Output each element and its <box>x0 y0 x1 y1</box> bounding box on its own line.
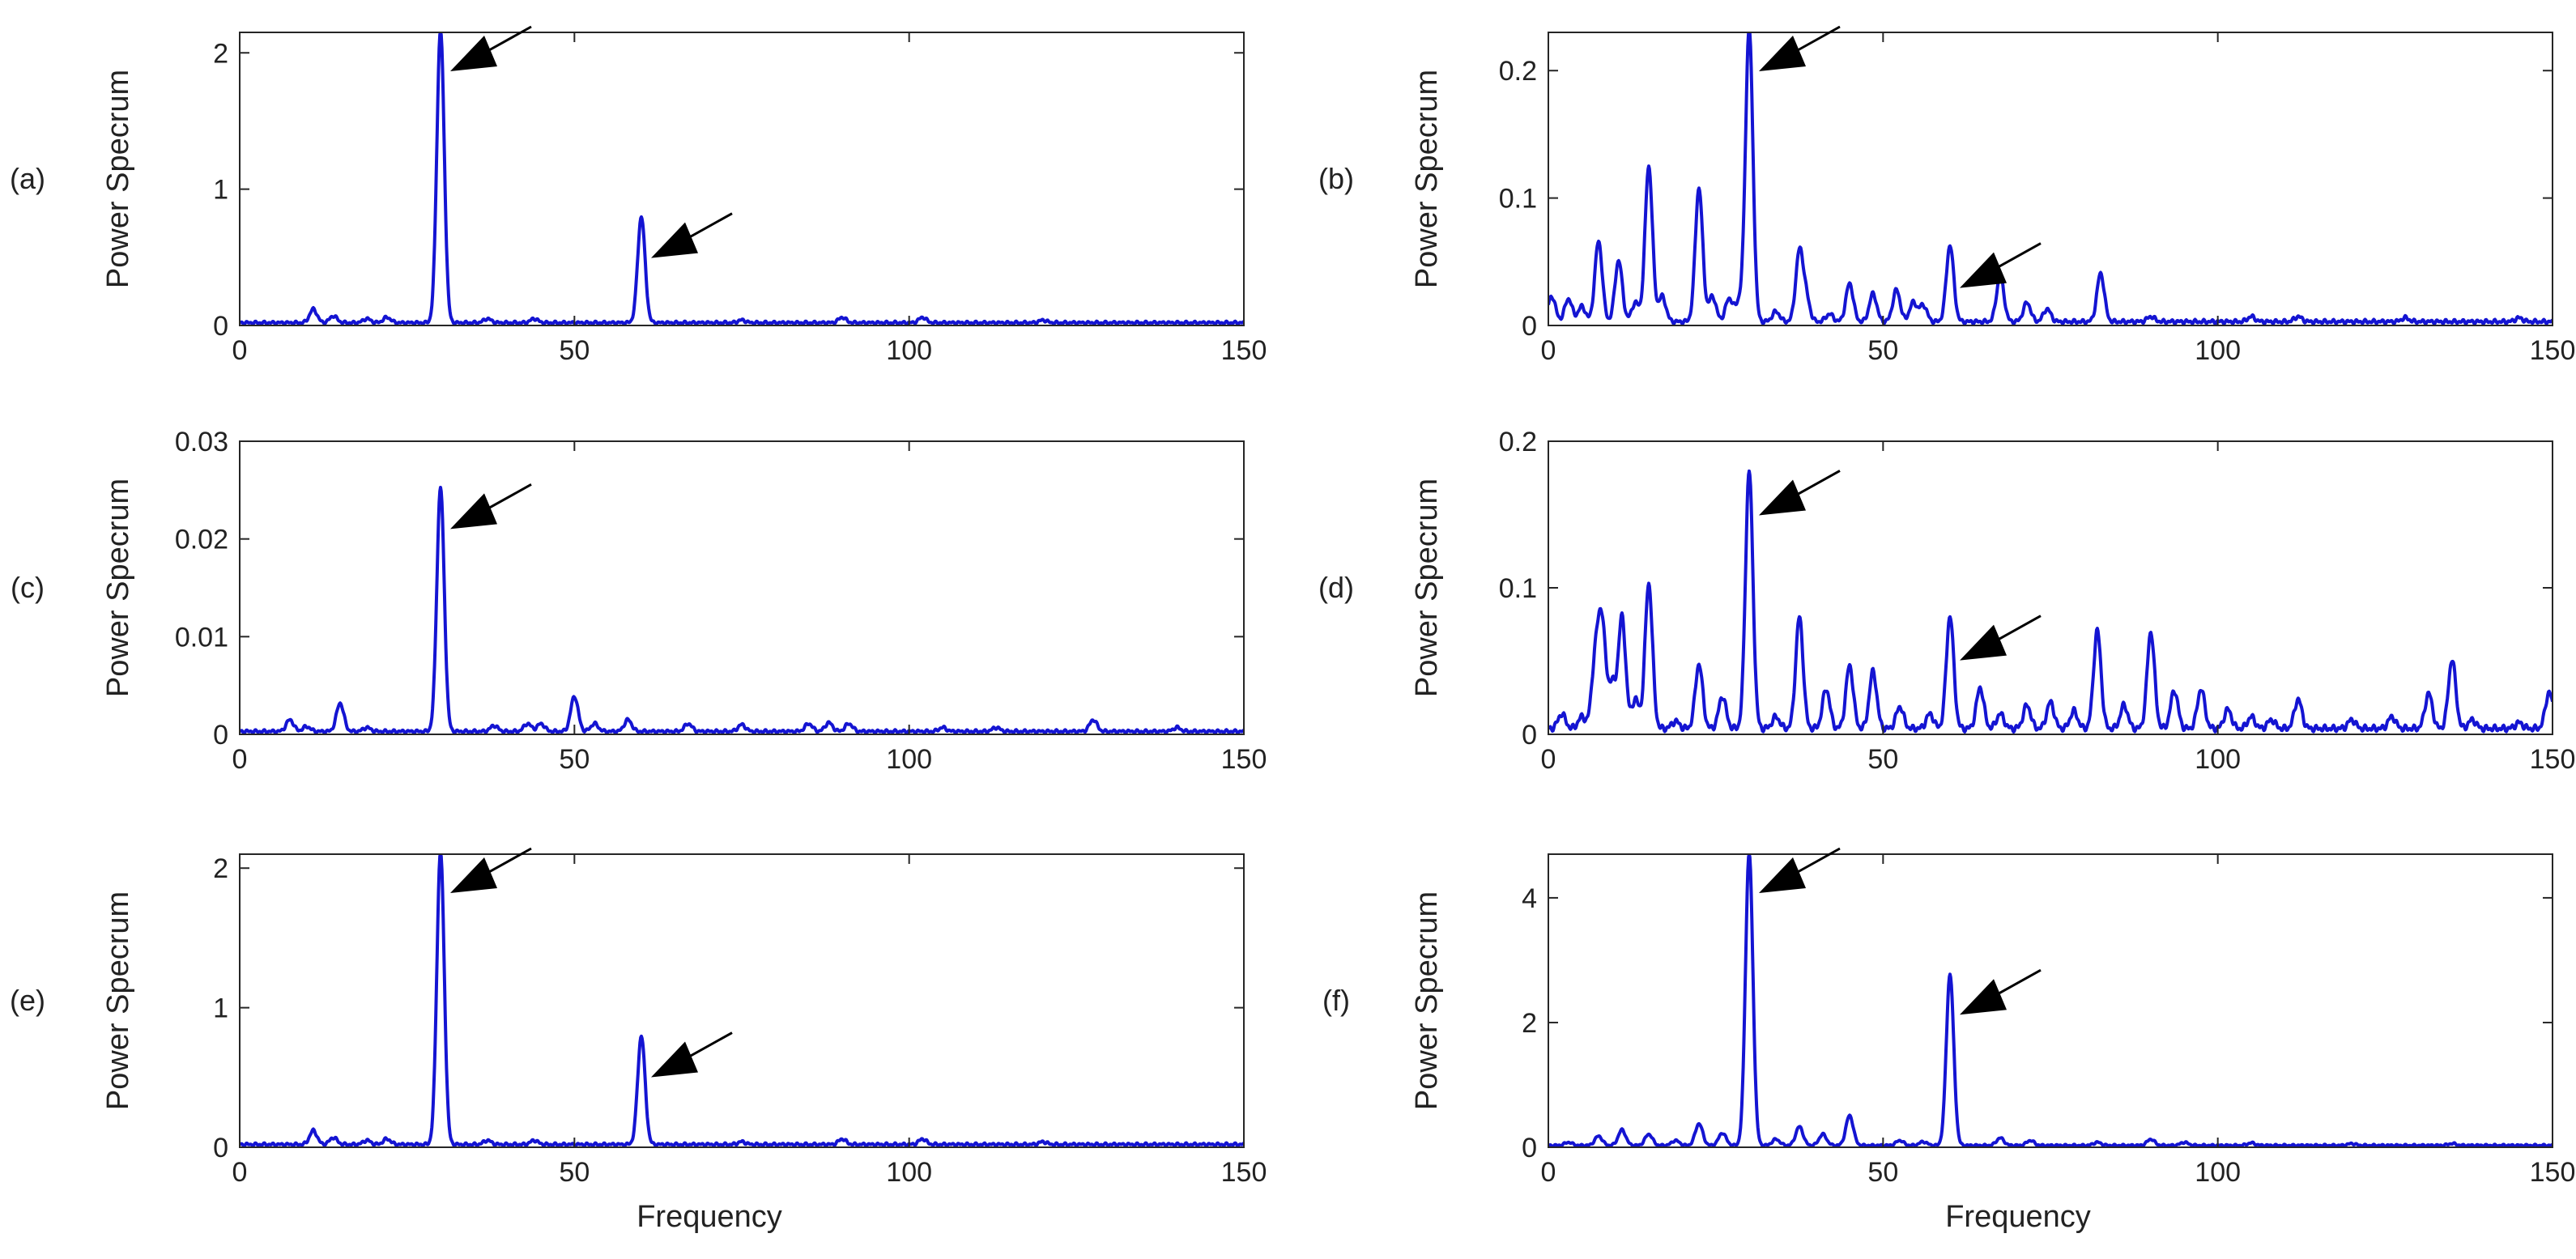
axes-frame <box>1548 32 2553 326</box>
y-tick-label: 0 <box>213 720 228 751</box>
panel-label: (e) <box>10 984 45 1017</box>
spectrum-line <box>240 32 1244 325</box>
panel-label: (a) <box>10 162 45 195</box>
x-tick-label: 100 <box>886 744 932 775</box>
x-tick-label: 100 <box>886 1157 932 1188</box>
x-tick-label: 100 <box>2195 335 2241 366</box>
y-tick-label: 0.02 <box>175 525 228 555</box>
x-tick-label: 0 <box>232 1157 248 1188</box>
x-axis-label: Frequency <box>637 1200 782 1234</box>
y-tick-label: 2 <box>1522 1008 1537 1039</box>
y-tick-label: 0.2 <box>1499 427 1537 457</box>
y-tick-label: 4 <box>1522 883 1537 914</box>
y-tick-label: 0.03 <box>175 427 228 457</box>
y-tick-label: 1 <box>213 993 228 1024</box>
arrow-head <box>1960 979 2007 1015</box>
x-tick-label: 150 <box>1221 335 1267 366</box>
spectrum-line <box>240 854 1244 1147</box>
arrow-head <box>651 222 698 258</box>
x-tick-label: 100 <box>2195 1157 2241 1188</box>
y-tick-label: 0 <box>213 1133 228 1163</box>
x-tick-label: 50 <box>559 744 590 775</box>
y-axis-label: Power Specrum <box>101 891 135 1110</box>
y-tick-label: 0 <box>1522 311 1537 342</box>
x-tick-label: 150 <box>2530 744 2576 775</box>
arrow-head <box>450 857 497 893</box>
x-tick-label: 100 <box>2195 744 2241 775</box>
x-tick-label: 100 <box>886 335 932 366</box>
x-tick-label: 50 <box>1867 335 1898 366</box>
x-tick-label: 50 <box>1867 1157 1898 1188</box>
panel-c: 0 50 100 150 0 0.01 0.02 0.03 Power Specrum (c) <box>11 427 1267 775</box>
x-tick-label: 50 <box>1867 744 1898 775</box>
arrow-head <box>1759 857 1806 893</box>
y-axis-label: Power Specrum <box>1410 891 1444 1110</box>
axes-frame <box>239 32 1245 326</box>
panel-label: (c) <box>11 571 45 604</box>
arrow-head <box>1759 479 1806 516</box>
y-tick-label: 0.1 <box>1499 573 1537 604</box>
y-tick-label: 1 <box>213 175 228 206</box>
axes-frame <box>1548 440 2553 735</box>
panel-d: 0 50 100 150 0 0.1 0.2 Power Specrum (d) <box>1318 427 2575 775</box>
arrow-head <box>1960 624 2007 661</box>
spectrum-line <box>240 486 1244 734</box>
y-axis-label: Power Specrum <box>101 479 135 697</box>
panel-label: (b) <box>1318 162 1354 195</box>
panel-label: (d) <box>1318 571 1354 604</box>
spectrum-line <box>1548 32 2553 325</box>
y-axis-label: Power Specrum <box>1410 70 1444 288</box>
x-axis-label: Frequency <box>1945 1200 2091 1234</box>
panel-f: 0 50 100 150 0 2 4 Power Specrum (f) Frequency <box>1322 847 2576 1234</box>
panel-a: 0 50 100 150 0 1 2 Power Specrum (a) <box>10 25 1267 366</box>
arrow-head <box>1759 36 1806 71</box>
y-axis-label: Power Specrum <box>1410 479 1444 697</box>
spectrum-line <box>1548 854 2553 1147</box>
panel-b: 0 50 100 150 0 0.1 0.2 Power Specrum (b) <box>1318 25 2576 366</box>
y-tick-label: 0 <box>1522 1133 1537 1163</box>
axes-frame <box>239 440 1245 735</box>
y-tick-label: 0 <box>213 311 228 342</box>
axes-frame <box>1548 853 2553 1148</box>
arrow-head <box>651 1041 698 1078</box>
y-tick-label: 0 <box>1522 720 1537 751</box>
x-tick-label: 150 <box>1221 1157 1267 1188</box>
arrow-head <box>450 493 497 530</box>
spectrum-line <box>1548 469 2553 734</box>
x-tick-label: 150 <box>1221 744 1267 775</box>
x-tick-label: 0 <box>232 744 248 775</box>
x-tick-label: 0 <box>1541 1157 1556 1188</box>
panel-e: 0 50 100 150 0 1 2 Power Specrum (e) Frequency <box>10 847 1267 1234</box>
y-tick-label: 0.1 <box>1499 184 1537 215</box>
x-tick-label: 150 <box>2530 1157 2576 1188</box>
axes-frame <box>239 853 1245 1148</box>
y-tick-label: 0.01 <box>175 622 228 653</box>
x-tick-label: 0 <box>1541 744 1556 775</box>
y-axis-label: Power Specrum <box>101 70 135 288</box>
arrow-head <box>1960 252 2007 288</box>
panel-label: (f) <box>1322 984 1350 1017</box>
x-tick-label: 0 <box>232 335 248 366</box>
x-tick-label: 50 <box>559 1157 590 1188</box>
x-tick-label: 50 <box>559 335 590 366</box>
y-tick-label: 2 <box>213 853 228 884</box>
y-tick-label: 0.2 <box>1499 56 1537 87</box>
x-tick-label: 0 <box>1541 335 1556 366</box>
x-tick-label: 150 <box>2530 335 2576 366</box>
arrow-head <box>450 36 497 71</box>
y-tick-label: 2 <box>213 38 228 69</box>
